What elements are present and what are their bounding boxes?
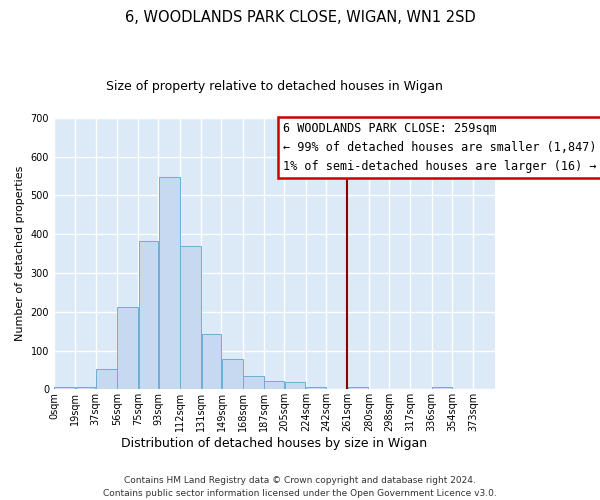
Bar bbox=[243, 376, 264, 390]
Bar bbox=[159, 177, 179, 390]
Bar bbox=[265, 381, 284, 390]
Y-axis label: Number of detached properties: Number of detached properties bbox=[15, 166, 25, 341]
Bar bbox=[54, 388, 75, 390]
Text: 6, WOODLANDS PARK CLOSE, WIGAN, WN1 2SD: 6, WOODLANDS PARK CLOSE, WIGAN, WN1 2SD bbox=[125, 10, 475, 25]
Bar bbox=[180, 246, 201, 390]
Bar bbox=[139, 241, 158, 390]
Text: 6 WOODLANDS PARK CLOSE: 259sqm
← 99% of detached houses are smaller (1,847)
1% o: 6 WOODLANDS PARK CLOSE: 259sqm ← 99% of … bbox=[283, 122, 596, 173]
Text: Contains HM Land Registry data © Crown copyright and database right 2024.
Contai: Contains HM Land Registry data © Crown c… bbox=[103, 476, 497, 498]
Bar bbox=[326, 388, 347, 390]
Bar bbox=[96, 369, 116, 390]
Bar bbox=[222, 360, 242, 390]
Title: Size of property relative to detached houses in Wigan: Size of property relative to detached ho… bbox=[106, 80, 443, 93]
Bar bbox=[202, 334, 221, 390]
Bar bbox=[117, 306, 138, 390]
Bar bbox=[285, 382, 305, 390]
Bar bbox=[306, 388, 326, 390]
Bar bbox=[432, 388, 452, 390]
Bar bbox=[76, 388, 95, 390]
Bar bbox=[348, 388, 368, 390]
X-axis label: Distribution of detached houses by size in Wigan: Distribution of detached houses by size … bbox=[121, 437, 427, 450]
